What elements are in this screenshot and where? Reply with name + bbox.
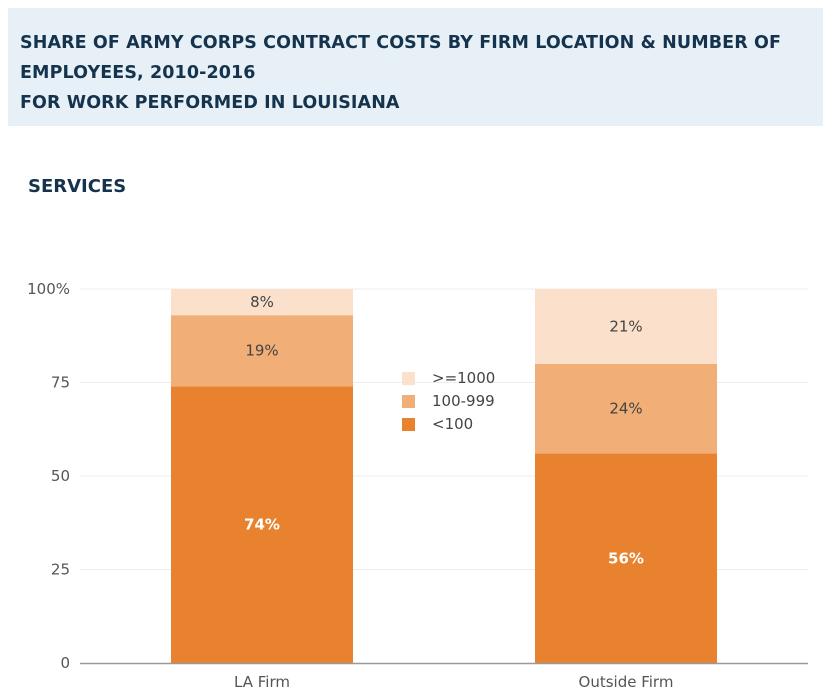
bar-segment <box>535 289 717 364</box>
data-label: 19% <box>245 342 278 360</box>
legend-swatch <box>402 395 415 408</box>
legend-label: <100 <box>432 415 473 433</box>
y-tick-label: 0 <box>60 654 70 672</box>
bar-segment <box>535 363 717 454</box>
y-tick-label: 100% <box>27 280 70 298</box>
y-tick-label: 25 <box>51 561 70 579</box>
bar-segment <box>171 386 353 663</box>
chart-title-line-1: SHARE OF ARMY CORPS CONTRACT COSTS BY FI… <box>20 33 782 53</box>
x-tick-label: LA Firm <box>234 673 290 691</box>
legend-label: >=1000 <box>432 369 495 387</box>
data-label: 74% <box>244 516 280 534</box>
legend-swatch <box>402 418 415 431</box>
legend-label: 100-999 <box>432 392 495 410</box>
data-label: 8% <box>250 293 274 311</box>
chart-title-line-2: EMPLOYEES, 2010-2016 <box>20 63 256 83</box>
legend-swatch <box>402 372 415 385</box>
data-label: 24% <box>609 400 642 418</box>
data-label: 56% <box>608 549 644 567</box>
y-tick-label: 50 <box>51 467 70 485</box>
bar-segment <box>171 289 353 316</box>
section-label: SERVICES <box>28 176 127 197</box>
chart-header: SHARE OF ARMY CORPS CONTRACT COSTS BY FI… <box>8 8 823 126</box>
data-label: 21% <box>609 317 642 335</box>
y-tick-label: 75 <box>51 374 70 392</box>
bar-segment <box>171 315 353 387</box>
bar-segment <box>535 453 717 663</box>
x-tick-label: Outside Firm <box>579 673 674 691</box>
chart-title-line-3: FOR WORK PERFORMED IN LOUISIANA <box>20 93 400 113</box>
